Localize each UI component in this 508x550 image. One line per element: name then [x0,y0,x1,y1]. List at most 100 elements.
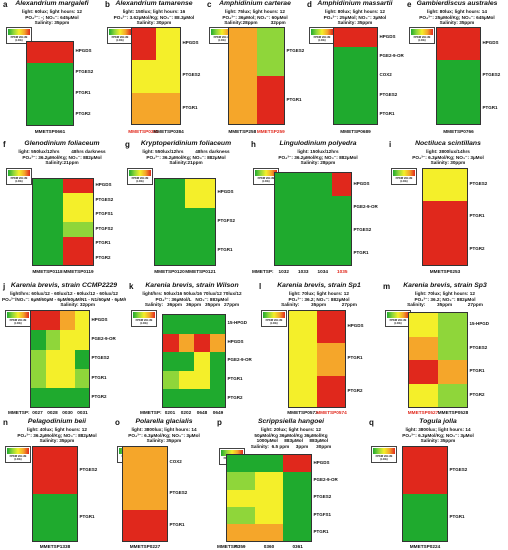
heatmap-cell [255,455,283,473]
panel-conditions: light: 3800lux/14hrs PO₄³⁻: 6.3µMol/Kg; … [412,149,484,166]
heatmap-row [403,494,447,541]
heatmap-cell [313,242,332,265]
heatmap-row [334,28,377,48]
heatmap-cell [229,76,257,124]
heatmap-cell [33,236,63,252]
legend-gradient [109,29,131,35]
heatmap-cell [227,455,255,473]
heatmap-cell [294,196,313,220]
heatmap-cell [33,447,77,495]
legend-gradient [8,170,30,176]
heatmap-cell [229,28,257,77]
heatmap-row [334,86,377,106]
legend-gradient [221,450,243,456]
sample-label: MMETSP: [140,410,162,414]
heatmap-row [227,472,311,490]
heatmap-row [33,251,93,265]
heatmap-cell [31,311,46,331]
heatmap-cell [283,455,311,473]
heatmap-cell [178,352,194,371]
sample-label: 1032 [278,269,289,274]
gene-label: PGE2-9-OR [379,53,404,59]
gene-label: PTGES2 [169,490,188,496]
gene-label: HPGDS [182,40,199,46]
heatmap-cell [194,333,210,353]
gene-label: PTGR2 [469,245,485,251]
heatmap-row [227,524,311,541]
gene-label: HPGDS [347,323,364,329]
gene-label: HPGDS [217,189,234,195]
color-legend: FPKM VALUE (LOG) [385,310,411,327]
heatmap-cell [74,369,89,389]
heatmap-row [289,375,345,407]
panel-g: g Kryptoperidinium foliaceum light: 550lux… [124,140,248,275]
gene-label: PTGFS2 [217,218,236,224]
sample-label: 0649 [212,410,224,414]
legend-gradient [393,170,415,176]
heatmap-row [31,349,89,370]
heatmap-row [275,242,351,265]
gene-label: PTGFS2 [95,225,114,231]
heatmap-row [334,105,377,124]
heatmap-cell [275,219,294,243]
heatmap-cell [63,179,93,194]
panel-title: Scrippsiella hangoei [257,418,325,425]
heatmap [26,41,74,126]
panel-letter: p [217,418,222,427]
panel-conditions: light/hrs: 60lux/12 - 60lux/12 - 60lux/1… [2,291,126,308]
heatmap-cell [283,524,311,541]
heatmap-row [229,28,284,77]
heatmap-row [31,330,89,350]
gene-label: PTGES2 [482,72,501,78]
panel-letter: m [383,282,391,291]
gene-label: PTGR1 [182,104,198,110]
color-legend: FPKM VALUE (LOG) [309,27,335,44]
heatmap-row [275,173,351,197]
heatmap-row [132,60,180,93]
gene-label: PTGES2 [379,91,398,97]
gene-label: PTGES2 [313,494,332,500]
gene-label: HPGDS [482,40,499,46]
panel-i: i Noctiluca scintillans light: 3800lux/14h… [388,140,508,275]
sample-label: 0030 [62,410,73,414]
heatmap-row [31,369,89,389]
legend-label: FPKM VALUE (LOG) [9,455,27,462]
panel-letter: a [3,0,8,9]
heatmap-cell [332,242,351,265]
legend-gradient [311,29,333,35]
gene-label: PTGR2 [347,387,363,393]
heatmap-cell [283,472,311,490]
sample-label: MMETSP0224 [409,544,441,549]
heatmap [226,454,312,542]
sample-label: MMETSP0227 [129,544,161,549]
panel-m: m Karenia brevis, strain Sp3 light: 70lux;… [382,282,508,414]
gene-label: 15-HPGD [227,320,248,326]
heatmap-row [163,333,225,353]
heatmap-row [33,207,93,223]
heatmap-cell [31,388,46,407]
heatmap-row [437,60,480,93]
gene-label: HPGDS [95,182,112,188]
color-legend: FPKM VALUE (LOG) [107,27,133,44]
heatmap-cell [209,389,225,407]
heatmap-cell [275,173,294,197]
sample-label: MMETSP0573 [287,410,318,414]
sample-label: 0028 [47,410,58,414]
gene-label: PGE2-9-OR [353,203,378,209]
legend-label: FPKM VALUE (LOG) [135,319,153,326]
heatmap-cell [31,349,46,370]
gene-label: PTGR1 [95,240,111,246]
panel-a: a Alexandrium margalefi light: 60lux; ligh… [2,0,102,138]
heatmap-row [163,370,225,390]
panel-letter: q [369,418,374,427]
heatmap-cell [409,360,438,385]
heatmap-cell [423,169,467,202]
heatmap-row [33,236,93,252]
sample-label: MMETSP: [252,269,274,274]
panel-conditions: light: 40lux; light hours: 12 PO₄³⁻: 36.… [17,427,97,444]
panel-letter: l [259,282,262,291]
sample-label: 0027 [32,410,43,414]
heatmap-cell [194,315,210,334]
color-legend: FPKM VALUE (LOG) [261,310,287,327]
panel-p: p Scrippsiella hangoei light: 20lux; light… [216,418,366,550]
